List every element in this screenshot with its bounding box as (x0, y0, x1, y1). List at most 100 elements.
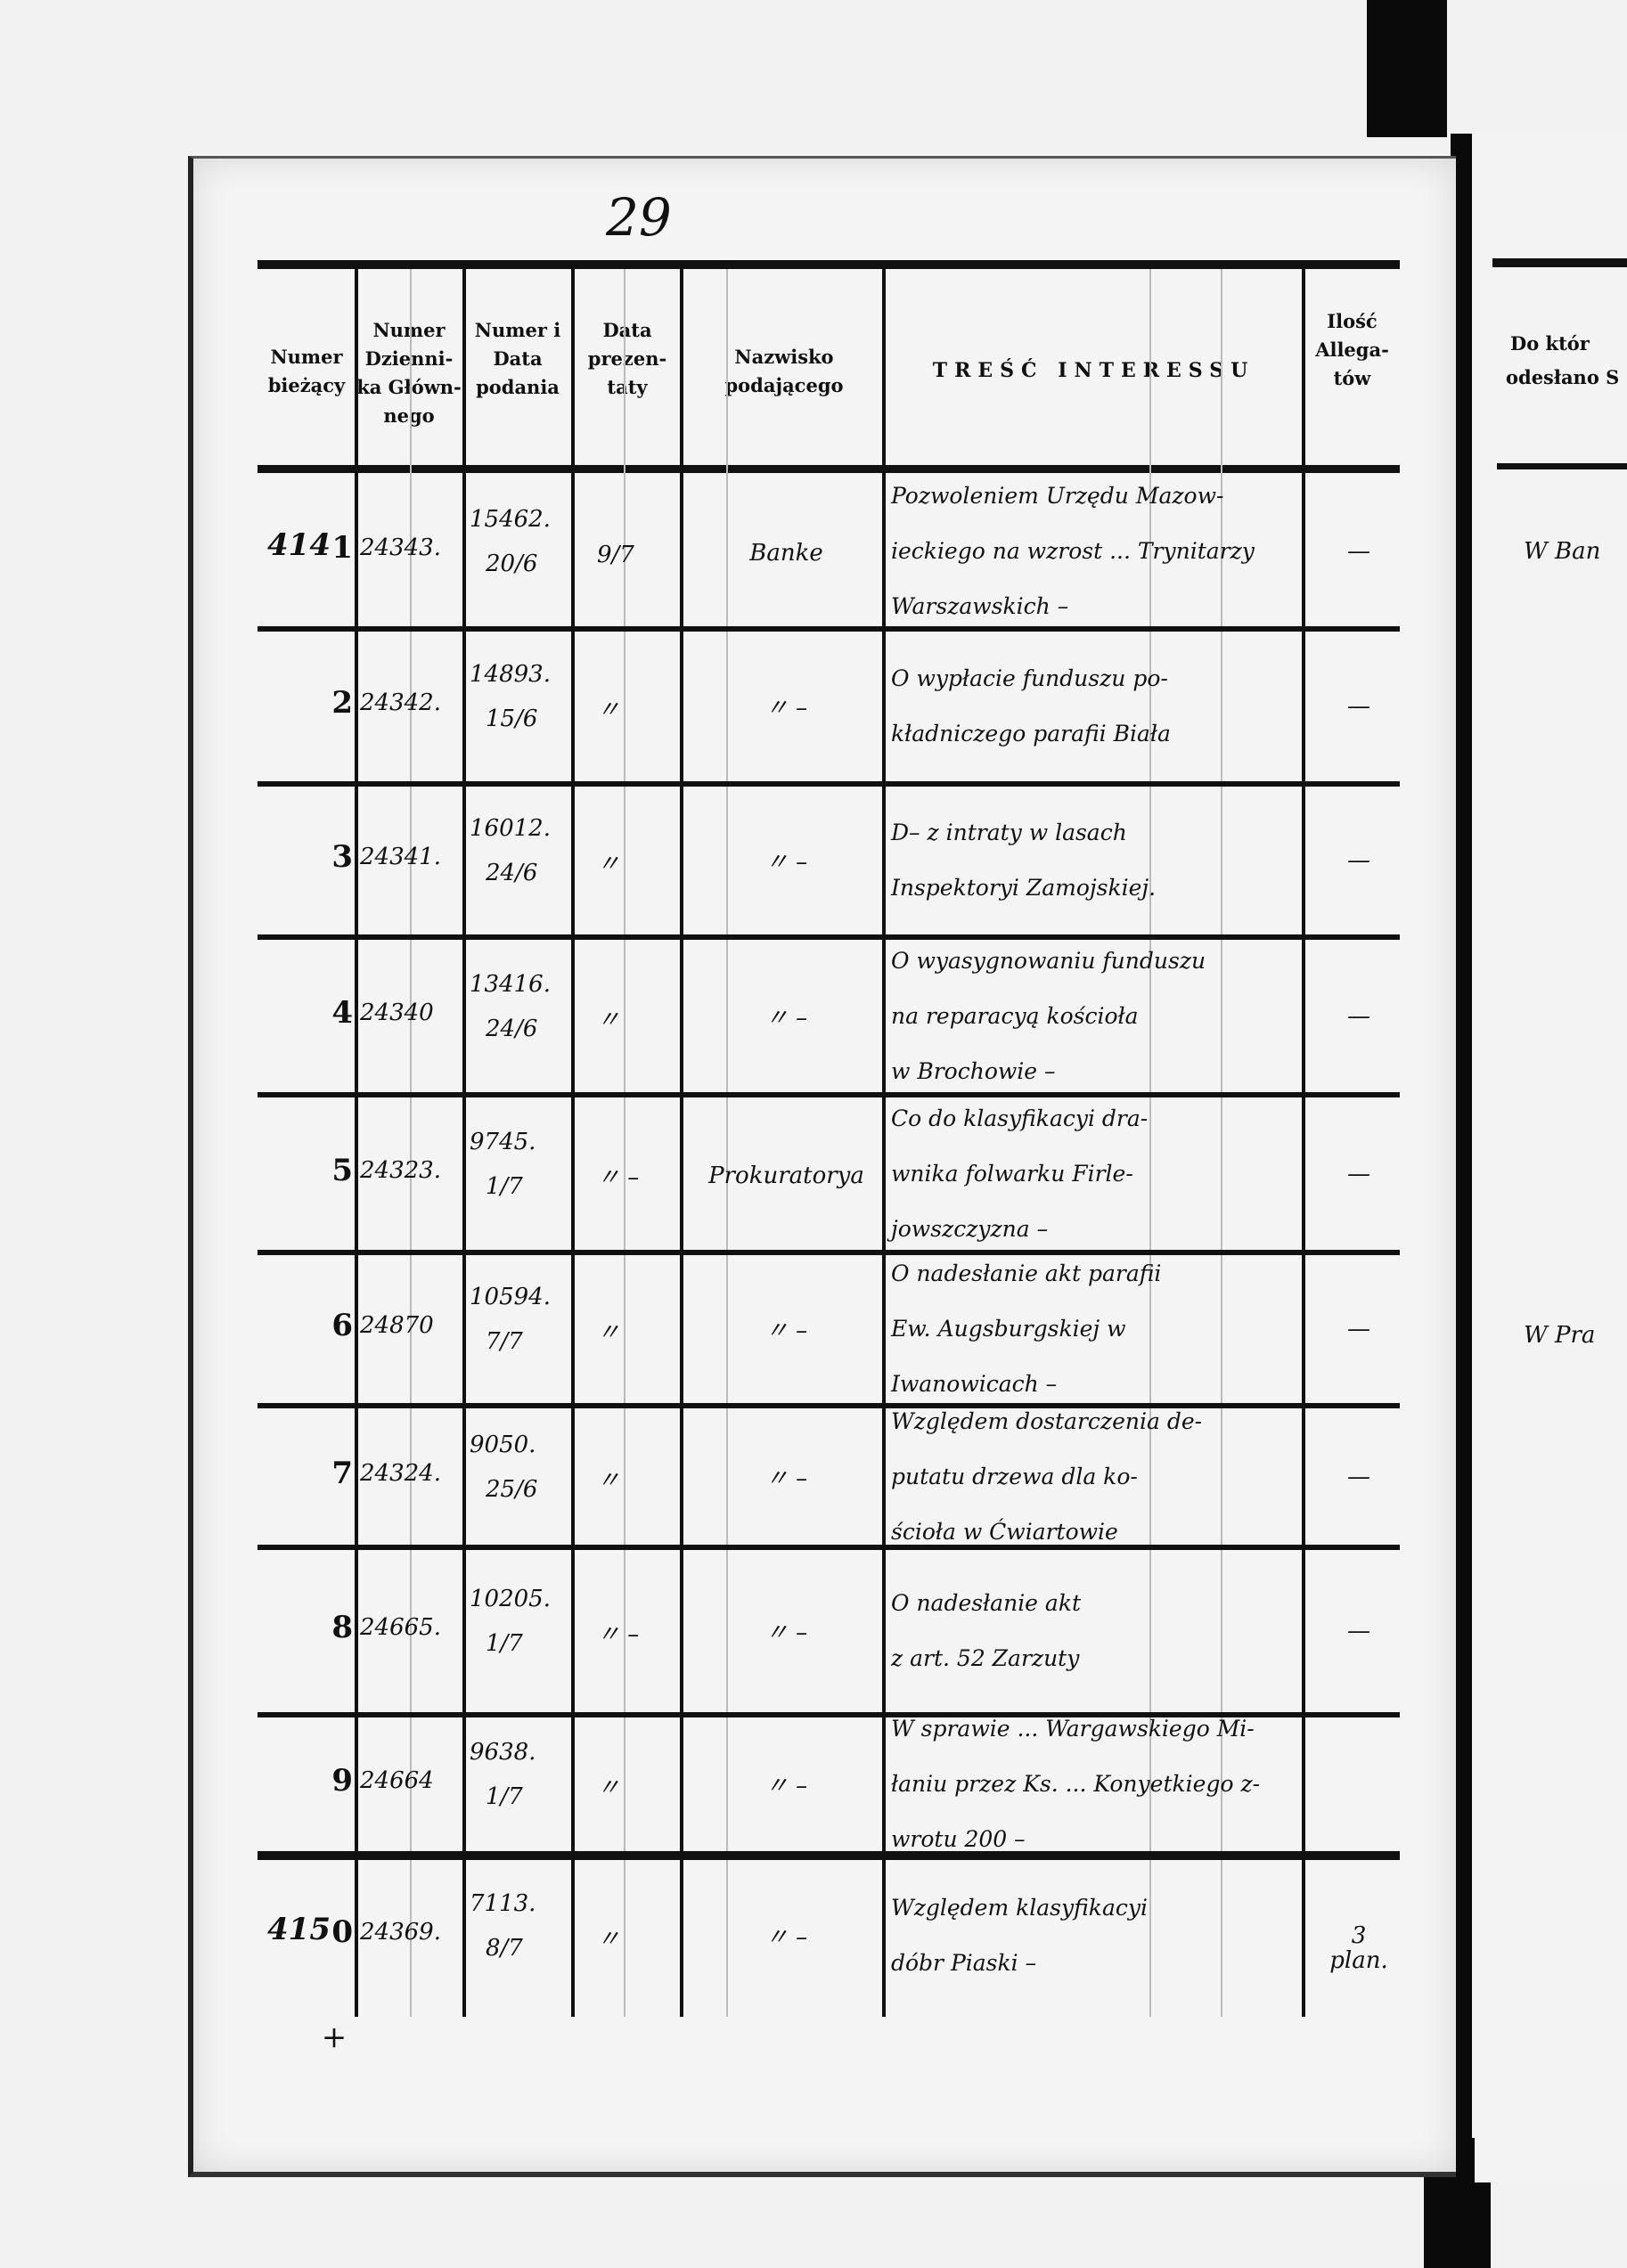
subject-line: D– z intraty w lasach (891, 820, 1127, 845)
column-guide (410, 269, 412, 2017)
row-rule (258, 1403, 1400, 1408)
submitter-name: 〃 – (764, 1619, 808, 1646)
row-number: 0 (331, 1913, 353, 1950)
subject-line: putatu drzewa dla ko- (891, 1463, 1138, 1489)
submission-number: 9050. (470, 1431, 536, 1458)
journal-number: 24870 (360, 1312, 434, 1339)
subject-line: O nadesłanie akt (891, 1590, 1082, 1616)
column-guide (624, 269, 625, 2017)
subject-line: dóbr Piaski – (891, 1949, 1037, 1976)
submission-number: 9638. (470, 1739, 536, 1766)
attachments-count: — (1347, 1618, 1370, 1644)
row-rule (258, 1712, 1400, 1717)
submitter-name: 〃 – (764, 695, 808, 722)
subject-line: Względem dostarczenia de- (891, 1407, 1203, 1434)
submission-date: 7/7 (486, 1328, 523, 1355)
margin-mark: + (321, 2019, 347, 2055)
journal-number: 24665. (360, 1614, 441, 1641)
column-rule (1302, 269, 1305, 2017)
margin-entry-number: 415 (267, 1911, 331, 1947)
row-rule (258, 1851, 1400, 1860)
submission-date: 24/6 (486, 860, 538, 886)
subject-line: kładniczego parafii Biała (891, 721, 1171, 746)
row-number: 3 (331, 839, 353, 875)
row-number: 6 (331, 1308, 353, 1343)
subject-line: Inspektoryi Zamojskiej. (891, 875, 1157, 901)
subject-line: Co do klasyfikacyi dra- (891, 1105, 1149, 1131)
subject-line: jowszczyzna – (891, 1215, 1049, 1242)
margin-entry-number: 414 (267, 526, 331, 563)
submission-date: 1/7 (486, 1630, 523, 1657)
journal-number: 24369. (360, 1918, 441, 1946)
header-numer-biezacy: Numer bieżący (267, 346, 346, 396)
attachments-count: — (1347, 847, 1370, 874)
submission-number: 15462. (470, 505, 551, 533)
register-page (188, 156, 1456, 2177)
attachments-count: 3 plan. (1329, 1921, 1388, 1975)
journal-number: 24323. (360, 1156, 441, 1184)
row-number: 9 (331, 1763, 353, 1799)
row-rule (258, 1545, 1400, 1550)
presentation-date: 〃 (597, 1006, 621, 1033)
presentation-date: 〃 (597, 1925, 621, 1953)
submitter-name: 〃 – (764, 1923, 808, 1951)
header-allegatow: Ilość Allega- tów (1315, 310, 1389, 389)
header-top-rule (258, 260, 1400, 269)
submission-number: 7113. (470, 1889, 536, 1917)
presentation-date: 〃 – (597, 1621, 640, 1648)
column-guide (1149, 269, 1151, 2017)
row-number: 8 (331, 1610, 353, 1645)
attachments-count: — (1347, 537, 1370, 565)
rule (1497, 463, 1627, 469)
row-number: 5 (331, 1152, 353, 1188)
header-bottom-rule (258, 465, 1400, 473)
attachments-count: — (1347, 1463, 1370, 1490)
right-header-1: Do któr (1510, 332, 1590, 355)
presentation-date: 〃 (597, 697, 621, 723)
journal-number: 24340 (360, 999, 434, 1026)
submitter-name: 〃 – (764, 1773, 808, 1799)
right-note: W Pra (1524, 1322, 1596, 1349)
subject-line: Ew. Augsburgskiej w (891, 1316, 1126, 1342)
subject-line: O wyasygnowaniu funduszu (891, 947, 1206, 974)
subject-line: O wypłacie funduszu po- (891, 665, 1168, 691)
attachments-count: — (1347, 1002, 1370, 1030)
right-note: W Ban (1524, 538, 1601, 565)
subject-line: wnika folwarku Firle- (891, 1160, 1133, 1187)
presentation-date: 〃 (597, 1319, 621, 1346)
subject-line: Iwanowicach – (891, 1371, 1058, 1397)
column-guide (1221, 269, 1222, 2017)
submission-date: 8/7 (486, 1934, 523, 1962)
column-rule (571, 269, 575, 2017)
header-tresc: TREŚĆ INTERESSU (932, 359, 1255, 382)
subject-line: w Brochowie – (891, 1057, 1056, 1084)
subject-line: Względem klasyfikacyi (891, 1894, 1148, 1921)
subject-line: na reparacyą kościoła (891, 1002, 1139, 1029)
attachments-count: — (1347, 693, 1370, 720)
submitter-name: Banke (749, 539, 823, 567)
subject-line: Pozwoleniem Urzędu Mazow- (891, 482, 1224, 509)
row-rule (258, 934, 1400, 940)
row-rule (258, 626, 1400, 632)
journal-number: 24341. (360, 844, 441, 870)
submission-number: 14893. (470, 661, 551, 688)
row-number: 7 (331, 1455, 353, 1491)
attachments-count: — (1347, 1316, 1370, 1342)
submission-date: 25/6 (486, 1475, 538, 1503)
rule (1492, 258, 1627, 267)
header-numer-dziennika: Numer Dzienni- ka Główn- nego (356, 319, 462, 427)
submission-date: 1/7 (486, 1172, 523, 1200)
row-rule (258, 1250, 1400, 1255)
row-rule (258, 781, 1400, 787)
subject-line: łaniu przez Ks. ... Konyetkiego z- (891, 1771, 1261, 1797)
header-nazwisko: Nazwisko podającego (724, 346, 844, 396)
submission-number: 16012. (470, 815, 551, 842)
row-number: 1 (331, 529, 353, 566)
journal-number: 24324. (360, 1459, 441, 1487)
binding-shadow (1367, 0, 1447, 137)
column-guide (726, 269, 728, 2017)
column-rule (355, 269, 358, 2017)
header-numer-data: Numer i Data podania (474, 319, 561, 398)
presentation-date: 〃 – (597, 1163, 640, 1191)
row-rule (258, 1092, 1400, 1097)
